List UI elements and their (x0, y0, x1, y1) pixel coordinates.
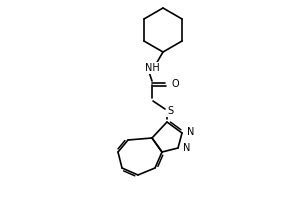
Text: S: S (167, 106, 173, 116)
Text: O: O (172, 79, 180, 89)
Text: N: N (187, 127, 194, 137)
Text: NH: NH (145, 63, 159, 73)
Text: N: N (183, 143, 190, 153)
